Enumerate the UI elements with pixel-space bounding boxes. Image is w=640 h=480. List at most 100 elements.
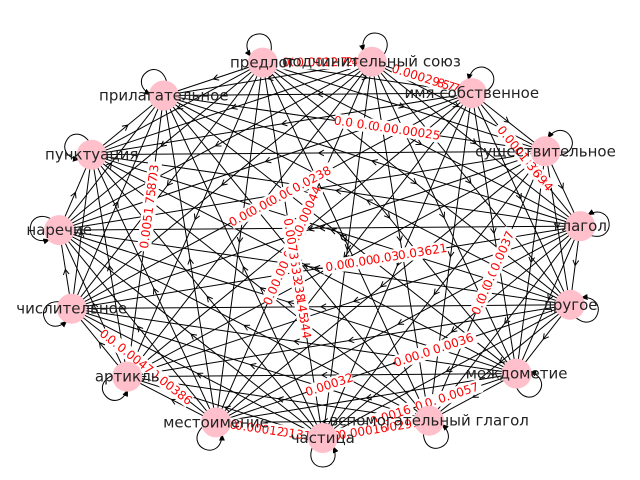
edge-arrowhead <box>410 178 418 185</box>
edge-label-bg <box>291 184 324 235</box>
edge-arrowhead <box>316 90 324 98</box>
node-n1[interactable] <box>356 46 387 77</box>
edge-arrowhead <box>397 318 405 325</box>
edge-arrowhead <box>340 235 347 243</box>
edge-arrowhead <box>92 302 99 310</box>
node-n8[interactable] <box>307 423 338 453</box>
node-label: прилагательное <box>99 87 229 105</box>
edge-arrowhead <box>206 295 213 303</box>
edge-arrowhead <box>106 264 114 272</box>
node-label: междометие <box>466 365 568 383</box>
edge-arrowhead <box>303 263 311 270</box>
node-n14[interactable] <box>148 80 179 111</box>
edge-arrowhead <box>70 191 77 199</box>
edge-arrowhead <box>465 177 472 185</box>
self-loop-n10 <box>102 374 129 401</box>
self-loop-n14 <box>140 69 168 96</box>
edge-label-bg <box>390 121 441 143</box>
node-n7[interactable] <box>414 405 445 436</box>
edge-arrowhead <box>190 333 197 340</box>
edge-arrowhead <box>329 228 337 235</box>
node-label: наречие <box>26 221 92 239</box>
node-n3[interactable] <box>530 136 561 167</box>
edge-label-bg <box>148 366 195 408</box>
edge-arrowhead <box>259 287 267 294</box>
edge-arrowhead <box>450 326 458 333</box>
edge-label-bg <box>397 240 448 263</box>
edge-arrowhead <box>542 333 549 341</box>
edge-arrowhead <box>286 300 294 307</box>
edge-label-bg <box>112 338 159 380</box>
edge-label-bg <box>433 378 484 408</box>
edge-label-bg <box>136 202 157 253</box>
self-loop-n5 <box>574 294 599 323</box>
edge-label-bg <box>486 226 519 276</box>
edge-label-bg <box>390 61 441 90</box>
edge-arrowhead <box>502 116 510 123</box>
edge-arrowhead <box>572 259 580 267</box>
edge-arrowhead <box>136 325 144 333</box>
node-n9[interactable] <box>201 407 231 438</box>
edge-arrowhead <box>445 366 453 372</box>
node-label: глагол <box>554 217 607 235</box>
edge-arrowhead <box>166 179 173 187</box>
edge-arrowhead <box>121 124 129 131</box>
edge-arrowhead <box>334 187 342 195</box>
edge-arrowhead <box>371 159 378 166</box>
edge-arrowhead <box>557 182 564 190</box>
edge-label: 0.0037 <box>488 229 518 273</box>
edge-arrowhead <box>293 338 300 346</box>
node-n13[interactable] <box>76 139 107 170</box>
node-n6[interactable] <box>501 358 532 389</box>
edge-arrowhead <box>379 281 387 288</box>
edge-arrowhead <box>153 287 159 295</box>
node-n0[interactable] <box>247 47 278 78</box>
edge-arrowhead <box>307 225 315 232</box>
node-n12[interactable] <box>44 215 75 246</box>
node-label: существительное <box>475 142 616 160</box>
node-label: другое <box>542 296 597 314</box>
self-loop-n7 <box>422 423 449 449</box>
edge-label-bg <box>293 55 342 70</box>
edge-arrowhead <box>214 140 222 147</box>
edge-arrowhead <box>280 119 288 127</box>
node-label: подчинительный союз <box>283 53 461 71</box>
edge-arrowhead <box>396 235 403 243</box>
node-label: частица <box>291 429 355 447</box>
edge-arrowhead <box>515 192 522 200</box>
edge-arrowhead <box>317 149 325 157</box>
edge-arrowhead <box>105 161 113 169</box>
edge-arrowhead <box>547 293 554 301</box>
self-loops-layer <box>29 32 610 468</box>
edge-arrowhead <box>504 317 511 325</box>
edge-arrowhead <box>224 405 231 412</box>
edge-arrowhead <box>220 179 228 186</box>
edge-arrowhead <box>470 138 477 145</box>
node-n11[interactable] <box>56 293 87 324</box>
node-n4[interactable] <box>565 211 596 242</box>
self-loop-n6 <box>515 370 542 398</box>
node-n5[interactable] <box>555 289 585 320</box>
self-loop-n4 <box>586 209 610 237</box>
edge-arrowhead <box>415 139 423 145</box>
node-label: вспомогательный глагол <box>329 412 529 430</box>
edge-arrowhead <box>62 268 70 276</box>
edge-arrowhead <box>236 236 244 244</box>
edge-arrowhead <box>212 74 220 81</box>
edge-label-bg <box>304 370 355 400</box>
edge-arrowhead <box>319 303 327 310</box>
edge-arrowhead <box>313 264 321 272</box>
node-n10[interactable] <box>112 361 143 392</box>
edge-arrowhead <box>277 396 284 403</box>
edge-arrowhead <box>243 324 251 331</box>
edge-arrowhead <box>318 224 326 232</box>
node-n2[interactable] <box>456 78 487 109</box>
self-loop-n1 <box>359 32 388 57</box>
node-label: артикль <box>95 368 160 386</box>
edge-arrowhead <box>249 363 257 370</box>
edge-arrowhead <box>383 212 391 219</box>
node-label: числительное <box>16 300 127 318</box>
